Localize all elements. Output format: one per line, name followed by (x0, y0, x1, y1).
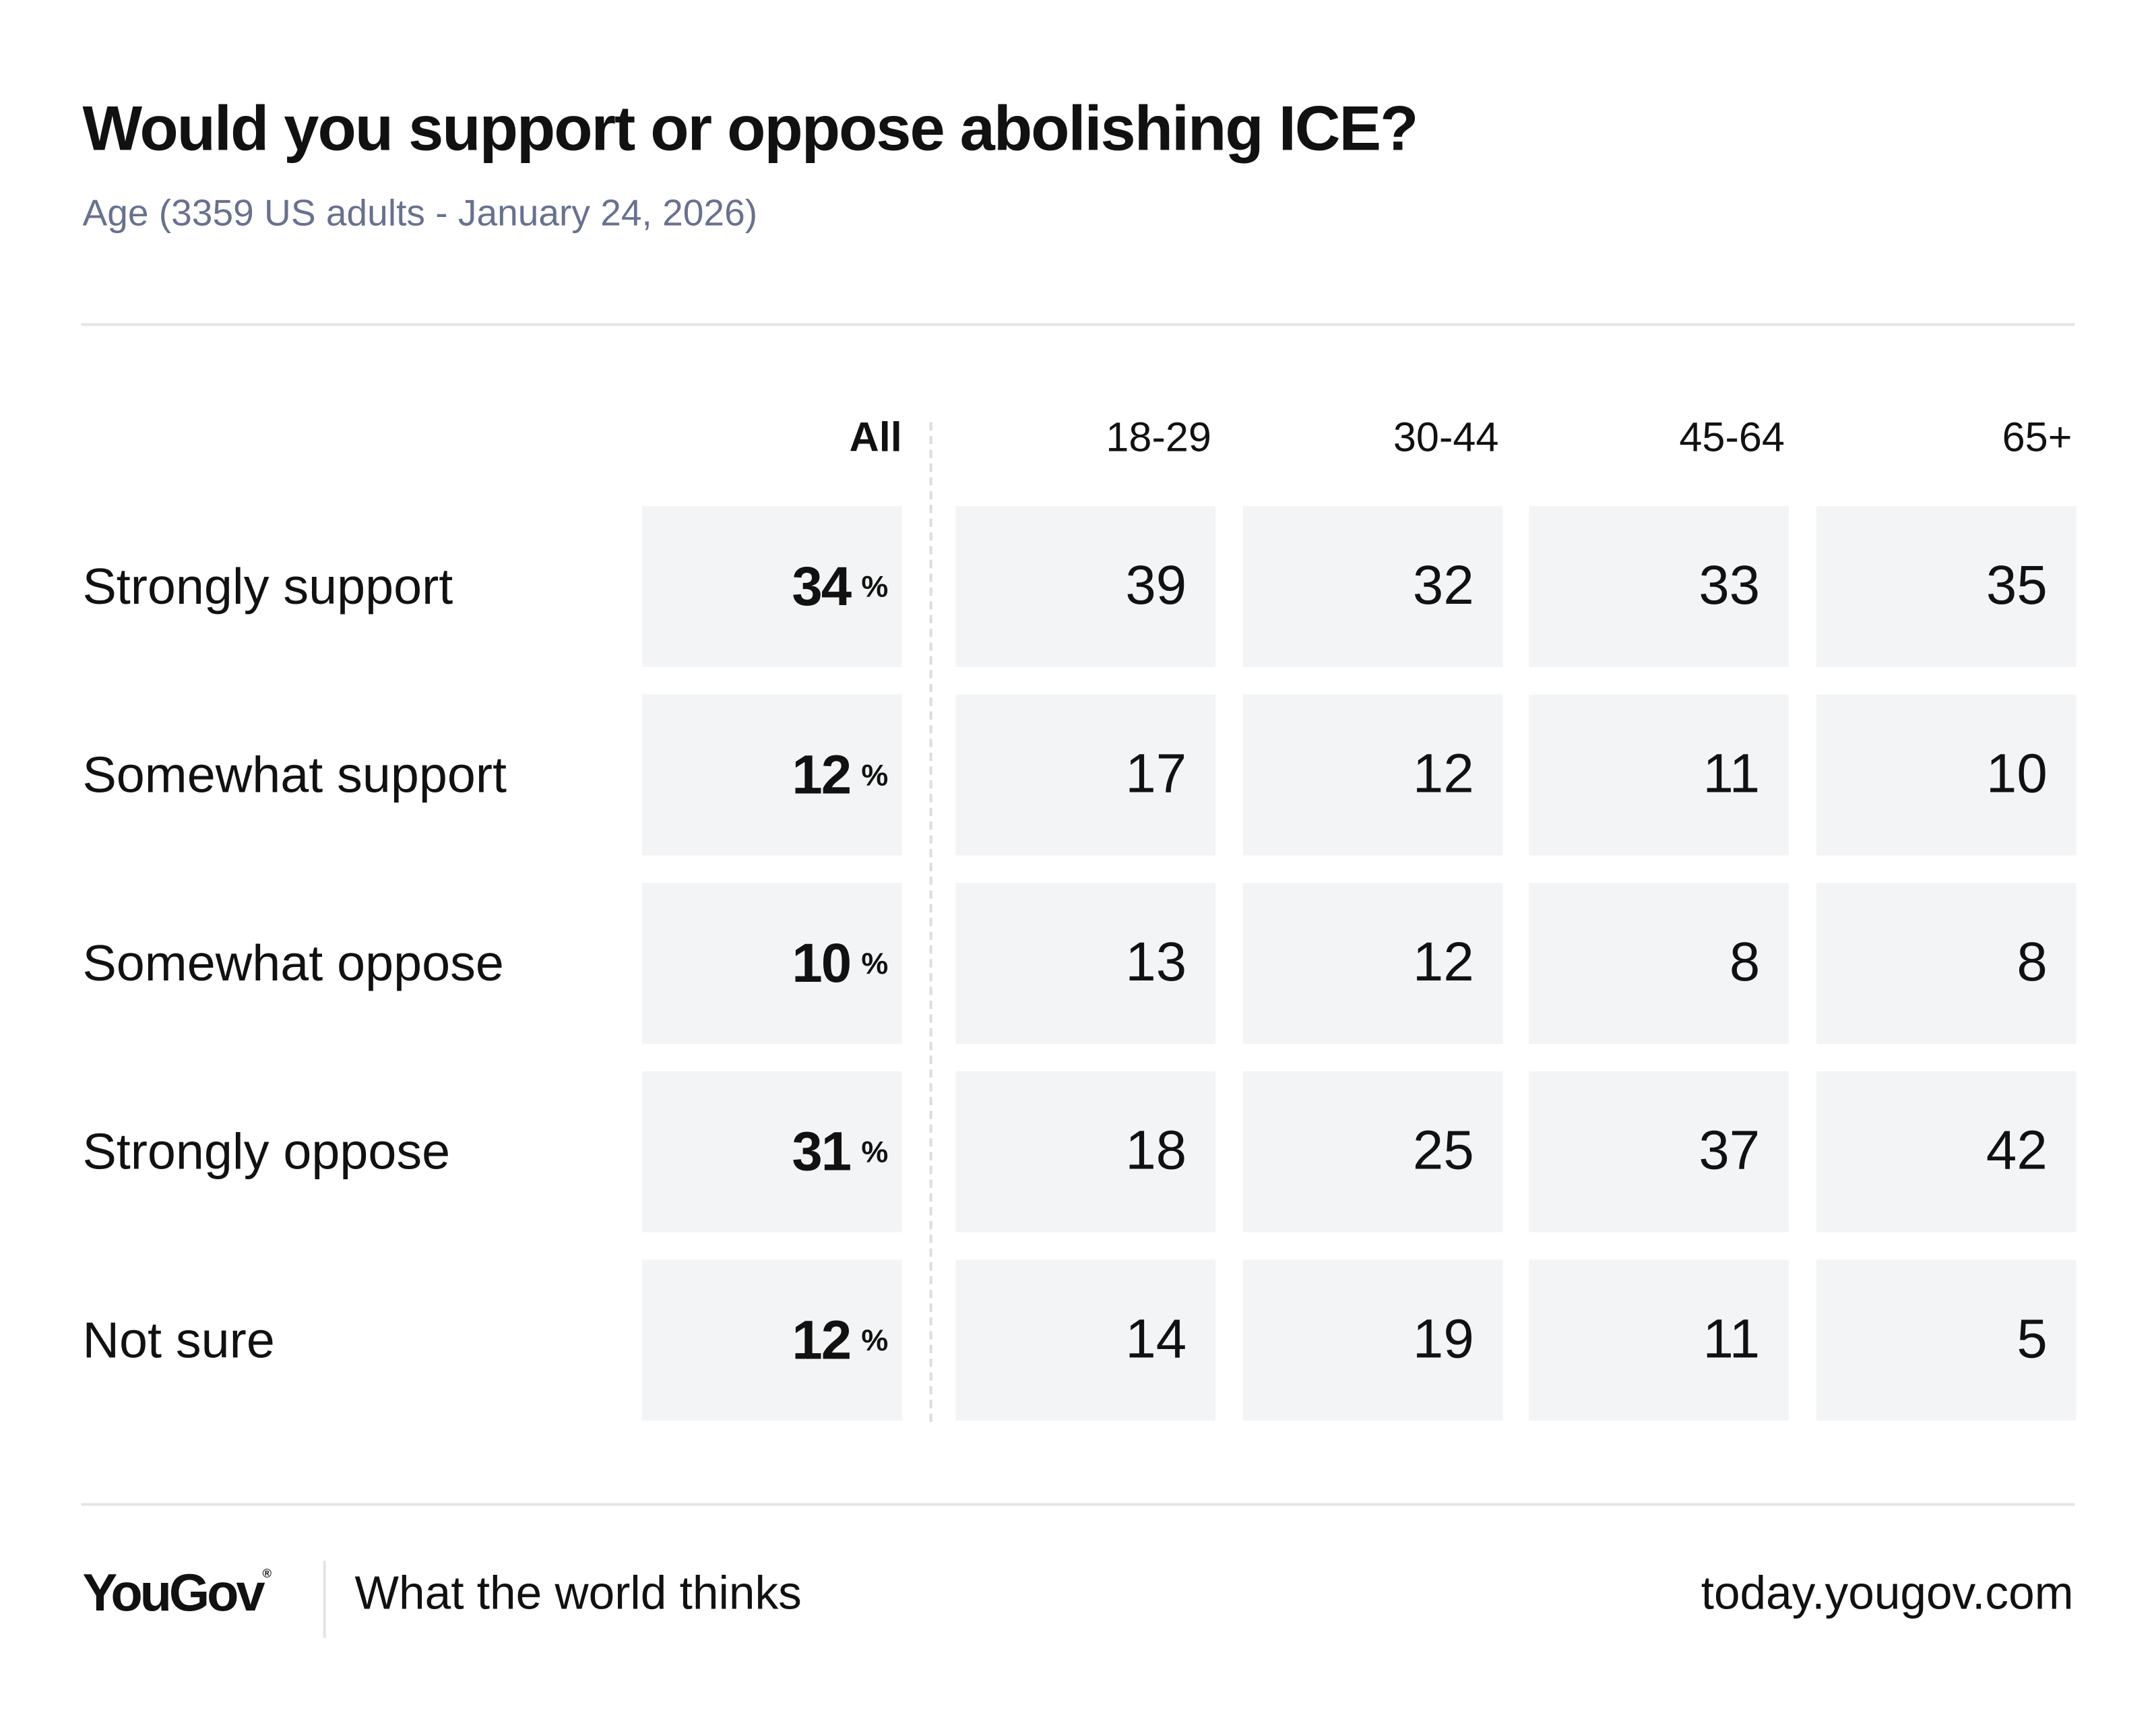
cell-value: 17 (955, 694, 1216, 856)
cell-all: 34% (642, 506, 902, 667)
row-label: Somewhat oppose (82, 935, 504, 992)
cell-number: 5 (2017, 1309, 2048, 1370)
chart-subtitle: Age (3359 US adults - January 24, 2026) (82, 192, 758, 234)
bottom-divider (81, 1503, 2075, 1506)
cell-number: 12 (1412, 744, 1474, 805)
logo-text: YouGov (82, 1565, 265, 1623)
tagline: What the world thinks (354, 1567, 802, 1621)
top-divider (81, 323, 2075, 326)
cell-value: 12 (1242, 694, 1503, 856)
percent-sign: % (861, 1323, 889, 1358)
cell-number: 19 (1412, 1309, 1474, 1370)
cell-value: 32 (1242, 506, 1503, 667)
percent-sign: % (861, 569, 889, 604)
row-label: Somewhat support (82, 747, 507, 803)
cell-number: 42 (1986, 1121, 2048, 1182)
cell-number: 13 (1125, 932, 1187, 993)
cell-all: 10% (642, 883, 902, 1044)
cell-number: 39 (1125, 555, 1187, 617)
row-label: Strongly oppose (82, 1123, 451, 1181)
all-column-divider (929, 422, 932, 1423)
cell-number: 10 (1986, 744, 2048, 805)
cell-value: 42 (1816, 1071, 2076, 1232)
cell-value: 13 (955, 883, 1216, 1044)
cell-value: 8 (1529, 883, 1789, 1044)
footer-divider (323, 1561, 326, 1638)
cell-value: 10 (1816, 694, 2076, 856)
cell-all: 31% (642, 1071, 902, 1232)
cell-value: 8 (1816, 883, 2076, 1044)
cell-number: 12 (792, 745, 852, 806)
registered-mark: ® (262, 1566, 272, 1580)
column-header-18-29: 18-29 (1106, 415, 1211, 461)
cell-number: 32 (1412, 555, 1474, 617)
cell-number: 34 (792, 557, 852, 618)
cell-number: 17 (1125, 744, 1187, 805)
percent-sign: % (861, 757, 889, 792)
cell-value: 35 (1816, 506, 2076, 667)
cell-value: 39 (955, 506, 1216, 667)
row-label: Strongly support (82, 558, 453, 615)
cell-value: 14 (955, 1259, 1216, 1421)
cell-number: 25 (1412, 1121, 1474, 1182)
cell-value: 19 (1242, 1259, 1503, 1421)
cell-value: 37 (1529, 1071, 1789, 1232)
cell-number: 37 (1699, 1121, 1761, 1182)
chart-title: Would you support or oppose abolishing I… (82, 92, 1418, 164)
cell-number: 18 (1125, 1121, 1187, 1182)
column-header-all: All (849, 415, 902, 461)
cell-number: 33 (1699, 555, 1761, 617)
cell-value: 18 (955, 1071, 1216, 1232)
cell-number: 12 (792, 1310, 852, 1371)
cell-all: 12% (642, 1259, 902, 1421)
cell-value: 11 (1529, 1259, 1789, 1421)
cell-value: 11 (1529, 694, 1789, 856)
column-header-30-44: 30-44 (1393, 415, 1499, 461)
cell-value: 5 (1816, 1259, 2076, 1421)
cell-number: 10 (792, 933, 852, 995)
cell-number: 11 (1703, 744, 1761, 805)
cell-all: 12% (642, 694, 902, 856)
cell-number: 12 (1412, 932, 1474, 993)
row-label: Not sure (82, 1311, 275, 1369)
cell-number: 14 (1125, 1309, 1187, 1370)
column-header-45-64: 45-64 (1679, 415, 1785, 461)
site-url: today.yougov.com (1701, 1567, 2074, 1621)
cell-number: 31 (792, 1122, 852, 1183)
cell-value: 12 (1242, 883, 1503, 1044)
percent-sign: % (861, 946, 889, 981)
cell-value: 25 (1242, 1071, 1503, 1232)
cell-number: 11 (1703, 1309, 1761, 1370)
yougov-logo: YouGov® (82, 1565, 272, 1624)
column-header-65+: 65+ (2002, 415, 2072, 461)
percent-sign: % (861, 1134, 889, 1169)
cell-number: 35 (1986, 555, 2048, 617)
cell-number: 8 (2017, 932, 2048, 993)
cell-number: 8 (1729, 932, 1761, 993)
cell-value: 33 (1529, 506, 1789, 667)
